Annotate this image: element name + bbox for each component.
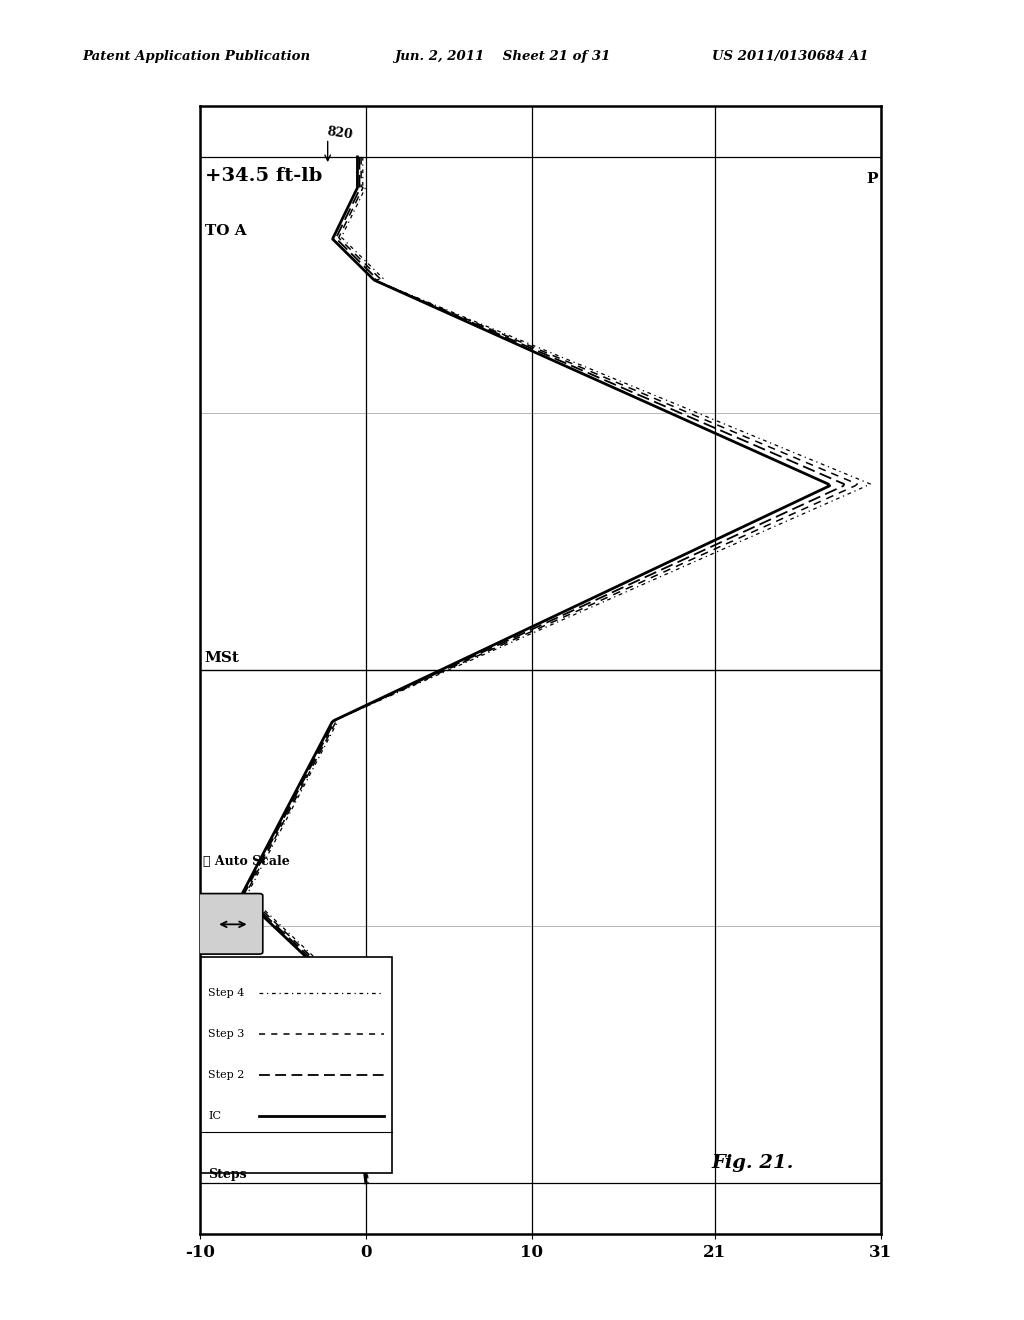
Text: 820: 820 <box>326 124 353 141</box>
Text: Steps: Steps <box>208 1167 247 1180</box>
FancyBboxPatch shape <box>198 894 263 954</box>
Text: US 2011/0130684 A1: US 2011/0130684 A1 <box>712 50 868 63</box>
Text: MSt: MSt <box>205 651 240 665</box>
Text: TO A: TO A <box>205 223 247 238</box>
Text: Fig. 21.: Fig. 21. <box>712 1154 794 1172</box>
Text: P: P <box>866 173 878 186</box>
Text: Step 4: Step 4 <box>208 989 245 998</box>
Text: ☑ Auto Scale: ☑ Auto Scale <box>203 854 290 867</box>
Text: Step 3: Step 3 <box>208 1030 245 1039</box>
Text: IC: IC <box>208 1111 221 1121</box>
Text: Patent Application Publication: Patent Application Publication <box>82 50 310 63</box>
Text: Step 2: Step 2 <box>208 1071 245 1080</box>
Text: Jun. 2, 2011    Sheet 21 of 31: Jun. 2, 2011 Sheet 21 of 31 <box>394 50 610 63</box>
Text: +34.5 ft-lb: +34.5 ft-lb <box>205 168 322 185</box>
Bar <box>202 957 392 1172</box>
